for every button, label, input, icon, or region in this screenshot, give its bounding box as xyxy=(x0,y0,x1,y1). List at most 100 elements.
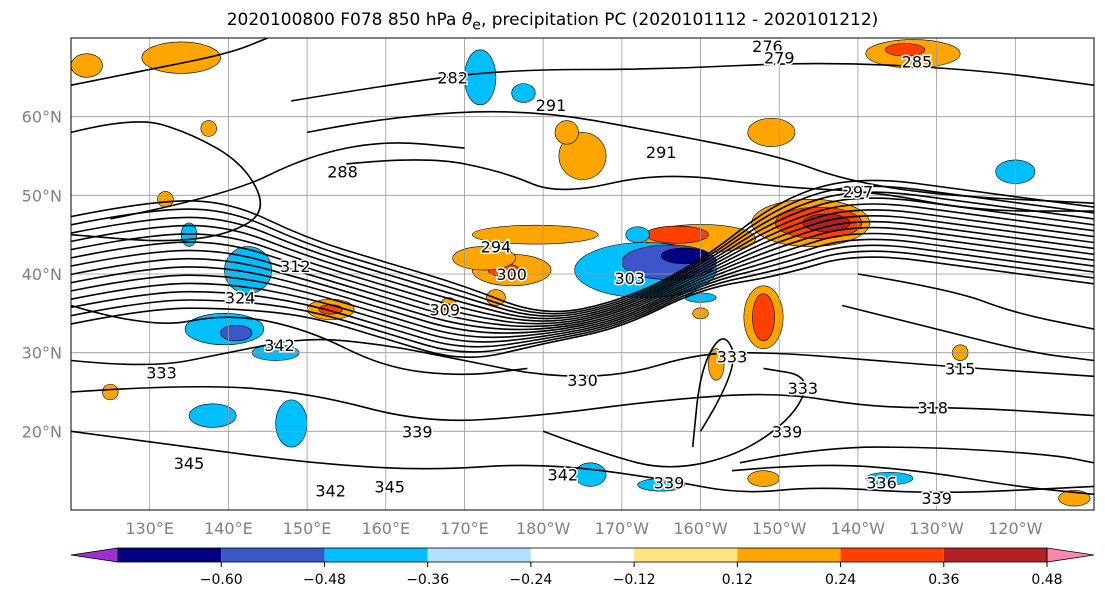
contour-line xyxy=(542,367,806,468)
longitude-label: 130°W xyxy=(909,519,964,538)
precip-anomaly-patch xyxy=(511,83,536,103)
contour-label: 315 xyxy=(945,359,976,378)
contour-line xyxy=(71,38,268,86)
colorbar-frame xyxy=(117,547,1048,563)
jet-contour-line xyxy=(71,238,1094,343)
longitude-labels: 130°E 140°E 150°E 160°E 170°E 180°W 170°W 160°W… xyxy=(125,519,1042,538)
contour-label: 345 xyxy=(374,477,405,496)
colorbar: −0.60 −0.48 −0.36 −0.24 −0.12 0.12 0.24 0.36 0.4… xyxy=(70,547,1095,588)
precip-anomaly-patch xyxy=(747,470,780,487)
longitude-label: 160°E xyxy=(361,519,410,538)
colorbar-tick-label: −0.48 xyxy=(303,572,346,588)
contour-label: 339 xyxy=(402,422,433,441)
contour-line xyxy=(71,385,1094,422)
colorbar-segment xyxy=(530,548,635,562)
jet-contour-line xyxy=(71,256,1094,359)
theta-e-contours xyxy=(71,38,1094,496)
contour-line xyxy=(739,446,1094,464)
precip-anomaly-patch xyxy=(220,324,253,342)
contour-label: 342 xyxy=(548,466,579,485)
contour-label: 300 xyxy=(496,265,527,284)
precip-anomaly-patch xyxy=(71,53,103,78)
precip-anomaly-patch xyxy=(708,348,725,381)
precip-anomaly-patch xyxy=(102,383,119,401)
colorbar-segment xyxy=(840,548,944,562)
colorbar-segment xyxy=(737,548,841,562)
latitude-label: 50°N xyxy=(22,186,62,205)
longitude-label: 130°E xyxy=(125,519,174,538)
precip-anomaly-patch xyxy=(885,43,926,57)
contour-label: 303 xyxy=(614,269,645,288)
contour-line xyxy=(71,430,1094,494)
contour-label: 342 xyxy=(264,336,295,355)
contour-label: 288 xyxy=(327,163,358,182)
jet-contour-line xyxy=(71,220,1094,331)
precip-anomaly-patch xyxy=(752,293,775,342)
colorbar-tick-label: 0.48 xyxy=(1031,572,1062,588)
jet-contour-line xyxy=(71,197,1094,320)
contour-line xyxy=(71,304,528,376)
precip-anomaly-patch xyxy=(625,226,650,243)
colorbar-segment xyxy=(118,548,222,562)
precip-anomaly-patch xyxy=(188,403,237,428)
contour-label: 294 xyxy=(481,237,512,256)
colorbar-tick-label: 0.12 xyxy=(722,572,753,588)
longitude-label: 140°E xyxy=(204,519,253,538)
contour-line xyxy=(110,142,465,220)
precip-anomaly-patch xyxy=(554,120,579,145)
longitude-label: 120°W xyxy=(988,519,1043,538)
precip-anomaly-patch xyxy=(464,49,497,106)
precip-anomaly-patch xyxy=(452,246,516,271)
jet-contour-line xyxy=(71,209,1094,325)
contour-label: 333 xyxy=(717,348,748,367)
contour-label: 297 xyxy=(843,182,874,201)
jet-contour-line xyxy=(71,232,1094,339)
jet-contour-line xyxy=(71,244,1094,348)
colorbar-extend-min xyxy=(70,547,119,563)
latitude-label: 30°N xyxy=(22,344,62,363)
contour-line xyxy=(731,464,1094,496)
precip-anomaly-patch xyxy=(747,117,796,147)
jet-contour-line xyxy=(71,179,1094,313)
precip-anomaly-patch xyxy=(865,471,914,486)
longitude-label: 170°W xyxy=(595,519,650,538)
contour-label: 333 xyxy=(788,379,819,398)
contour-line xyxy=(346,159,1094,212)
precip-anomaly-patch xyxy=(472,224,599,245)
colorbar-segment xyxy=(634,548,738,562)
contour-line xyxy=(71,338,1094,378)
precip-anomaly-patch xyxy=(141,41,221,74)
contour-label: 342 xyxy=(315,481,346,500)
jet-contour-line xyxy=(71,250,1094,353)
contour-label: 336 xyxy=(866,473,897,492)
colorbar-segment xyxy=(427,548,531,562)
jet-contour-line xyxy=(71,191,1094,317)
colorbar-tick-label: −0.60 xyxy=(200,572,243,588)
longitude-label: 150°E xyxy=(283,519,332,538)
contour-label: 291 xyxy=(536,96,567,115)
longitude-label: 180°W xyxy=(516,519,571,538)
jet-contour-line xyxy=(71,185,1094,315)
colorbar-extend-max xyxy=(1046,547,1095,563)
contour-line xyxy=(291,62,1094,102)
contour-label: 282 xyxy=(437,68,468,87)
latitude-label: 60°N xyxy=(22,108,62,127)
colorbar-segment xyxy=(324,548,428,562)
contour-line xyxy=(306,110,1094,204)
colorbar-tick-label: −0.12 xyxy=(613,572,656,588)
precip-anomaly-patch xyxy=(645,225,709,244)
longitude-label: 160°W xyxy=(673,519,728,538)
jet-contour-line xyxy=(71,226,1094,334)
jet-contour-line xyxy=(71,214,1094,328)
contour-line xyxy=(842,304,1094,362)
longitude-label: 170°E xyxy=(440,519,489,538)
latitude-labels: 60°N 50°N 40°N 30°N 20°N xyxy=(22,108,62,442)
colorbar-segment xyxy=(221,548,325,562)
contour-label: 345 xyxy=(174,454,205,473)
contour-label: 339 xyxy=(772,422,803,441)
contour-label: 339 xyxy=(921,489,952,508)
precip-anomaly-patch xyxy=(275,399,308,448)
contour-label: 330 xyxy=(567,371,598,390)
